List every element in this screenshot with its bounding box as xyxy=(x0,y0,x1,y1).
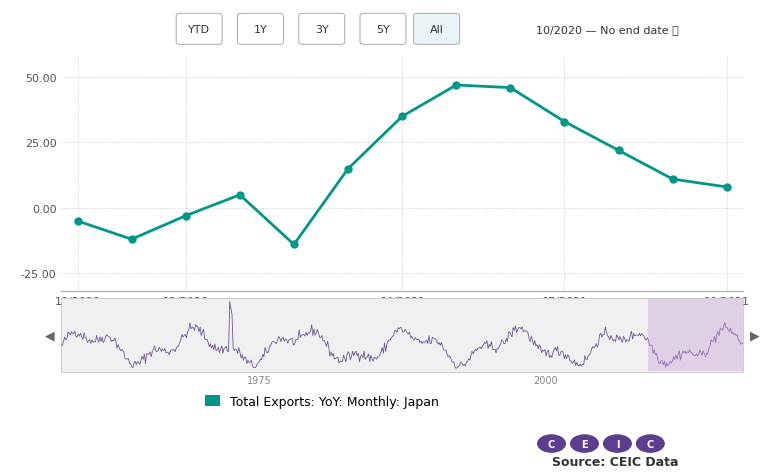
Text: 3Y: 3Y xyxy=(315,25,329,35)
Text: 10/2020 — No end date 🗓: 10/2020 — No end date 🗓 xyxy=(536,25,679,35)
Text: ◀: ◀ xyxy=(45,328,54,342)
Text: I: I xyxy=(616,439,619,448)
Text: 5Y: 5Y xyxy=(376,25,390,35)
Text: ▶: ▶ xyxy=(750,328,759,342)
Text: YTD: YTD xyxy=(188,25,210,35)
Text: Source: CEIC Data: Source: CEIC Data xyxy=(552,455,678,468)
Text: C: C xyxy=(548,439,555,448)
Text: 1975: 1975 xyxy=(247,375,271,385)
Text: 2000: 2000 xyxy=(533,375,558,385)
Text: 1Y: 1Y xyxy=(254,25,267,35)
Text: E: E xyxy=(581,439,588,448)
Text: C: C xyxy=(647,439,654,448)
Text: All: All xyxy=(430,25,444,35)
Bar xyxy=(647,299,743,371)
Legend: Total Exports: YoY: Monthly: Japan: Total Exports: YoY: Monthly: Japan xyxy=(205,395,439,408)
